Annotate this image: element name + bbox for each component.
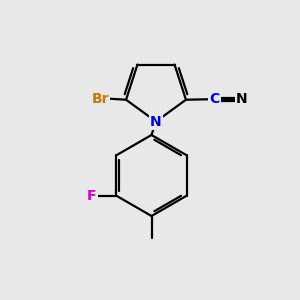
Text: F: F bbox=[87, 189, 97, 203]
Text: Br: Br bbox=[92, 92, 109, 106]
Text: N: N bbox=[236, 92, 247, 106]
Text: N: N bbox=[150, 115, 162, 128]
Text: C: C bbox=[209, 92, 220, 106]
